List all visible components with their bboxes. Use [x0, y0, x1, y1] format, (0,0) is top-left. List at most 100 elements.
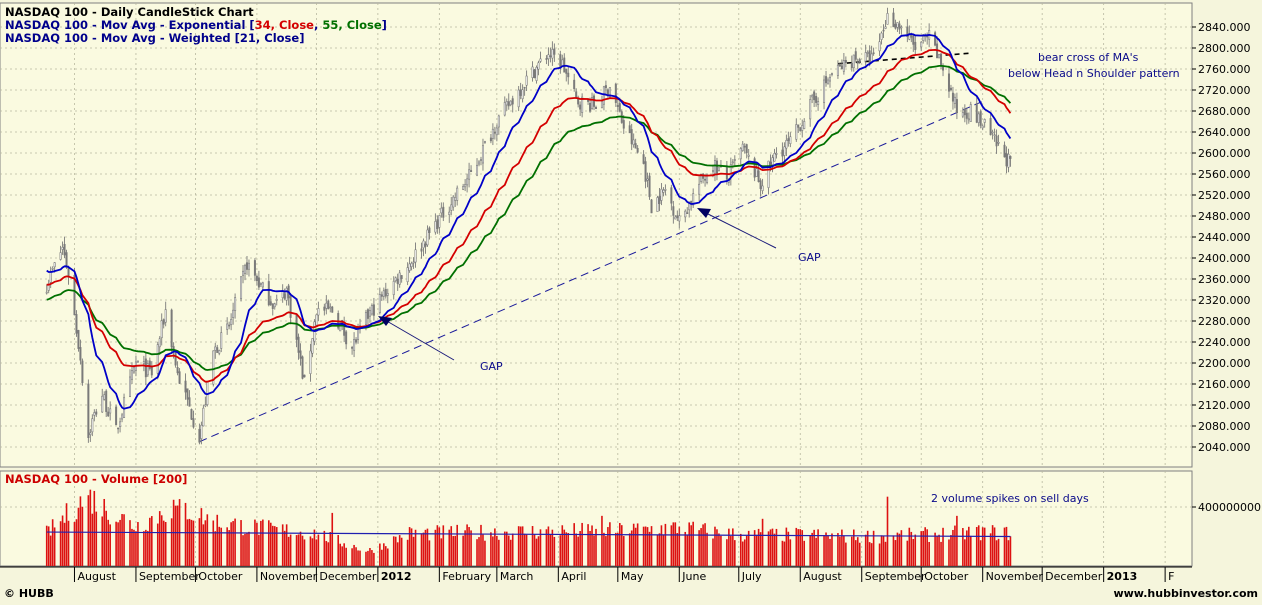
volume-bar: [646, 527, 649, 566]
volume-bar: [831, 533, 833, 566]
candle-body: [424, 243, 427, 247]
volume-bar: [67, 520, 70, 566]
candle-body: [382, 290, 385, 297]
candle-body: [535, 67, 538, 81]
candle-body: [676, 215, 679, 218]
candle-body: [188, 397, 191, 407]
candle-body: [408, 263, 411, 271]
candle-body: [991, 131, 994, 134]
volume-bar: [273, 526, 276, 566]
candle-body: [731, 161, 734, 164]
volume-spike-note: 2 volume spikes on sell days: [931, 492, 1089, 505]
legend-wma: NASDAQ 100 - Mov Avg - Weighted [21, Clo…: [5, 31, 304, 45]
candle-body: [912, 35, 915, 45]
volume-bar: [664, 523, 667, 566]
volume-bar: [716, 529, 718, 566]
volume-bar: [521, 526, 524, 566]
volume-bar: [660, 525, 663, 566]
candle-body: [148, 360, 151, 369]
candle-body: [452, 196, 455, 208]
volume-bar: [720, 535, 722, 566]
volume-bar: [315, 539, 318, 566]
volume-bar: [942, 527, 944, 566]
candle-body: [297, 336, 300, 353]
volume-bar: [642, 526, 645, 566]
volume-bar: [964, 539, 966, 566]
candle-body: [894, 23, 897, 29]
candle-body: [331, 306, 334, 313]
volume-bar: [618, 523, 621, 566]
candle-body: [101, 395, 104, 413]
volume-bar: [392, 536, 395, 566]
candle-body: [656, 197, 659, 212]
candle-body: [783, 146, 786, 156]
volume-bar: [345, 547, 347, 566]
volume-bar: [123, 514, 125, 566]
candle-body: [747, 154, 750, 157]
volume-bar: [632, 523, 635, 566]
volume-bar: [672, 522, 675, 566]
candle-body: [299, 350, 302, 359]
legend-ema-suffix: ]: [382, 18, 387, 32]
candle-body: [105, 390, 108, 412]
volume-bar: [1009, 536, 1012, 566]
volume-bar: [700, 528, 702, 566]
volume-bar: [908, 527, 911, 566]
volume-bar: [383, 543, 385, 566]
candle-body: [117, 427, 120, 430]
price-tick-label: 2360.000: [1198, 273, 1251, 286]
price-tick-label: 2640.000: [1198, 126, 1251, 139]
volume-bar: [686, 534, 689, 566]
volume-bar: [880, 535, 883, 566]
price-tick-label: 2720.000: [1198, 84, 1251, 97]
candle-body: [614, 83, 617, 103]
candle-body: [579, 104, 582, 110]
gap-label-january: GAP: [480, 360, 503, 373]
candle-body: [216, 347, 219, 353]
volume-bar: [559, 535, 562, 566]
volume-bar: [91, 513, 94, 566]
candle-body: [329, 306, 332, 309]
candle-body: [840, 65, 843, 69]
candle-body: [115, 406, 118, 426]
candle-body: [170, 309, 173, 348]
candle-body: [1009, 156, 1012, 159]
candle-body: [828, 76, 831, 82]
candle-body: [436, 219, 439, 229]
candle-body: [507, 101, 510, 107]
month-label: August: [77, 570, 116, 583]
candle-body: [63, 243, 66, 256]
candle-body: [386, 293, 389, 296]
candle-body: [357, 329, 360, 340]
candle-body: [289, 296, 292, 318]
candle-body: [109, 408, 112, 414]
volume-bar: [385, 546, 387, 566]
candle-body: [591, 97, 594, 109]
candle-body: [827, 79, 830, 85]
volume-bar: [107, 519, 109, 566]
volume-bar: [131, 528, 133, 566]
candle-body: [468, 169, 471, 180]
volume-bar: [228, 530, 230, 566]
candle-body: [392, 280, 395, 296]
candle-body: [184, 380, 187, 393]
candle-body: [573, 79, 576, 89]
candle-body: [462, 186, 465, 190]
candle-body: [89, 432, 92, 436]
candle-body: [396, 278, 399, 284]
volume-bar: [692, 521, 694, 566]
candle-body: [773, 153, 776, 162]
candle-body: [565, 68, 568, 74]
volume-bar: [954, 525, 956, 566]
price-tick-label: 2560.000: [1198, 168, 1251, 181]
candle-body: [228, 324, 231, 327]
volume-bar: [757, 528, 760, 566]
volume-bar: [728, 528, 730, 566]
volume-bar: [394, 536, 397, 566]
volume-bar: [93, 490, 96, 566]
volume-bar: [158, 511, 161, 566]
candle-body: [595, 106, 598, 110]
volume-bar: [603, 532, 605, 566]
